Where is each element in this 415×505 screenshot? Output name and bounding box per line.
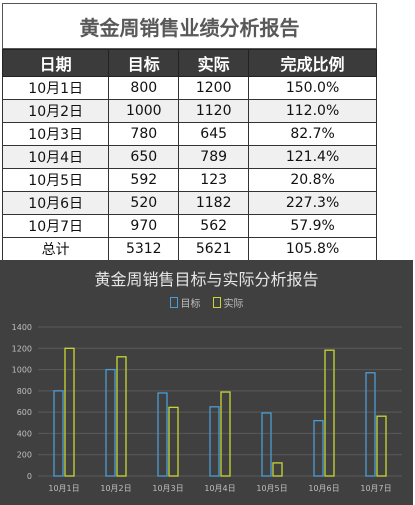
cell-actual[interactable]: 562 xyxy=(178,214,250,238)
header-date: 日期 xyxy=(1,49,110,77)
cell-ratio[interactable]: 20.8% xyxy=(248,168,377,192)
bar-target xyxy=(365,372,376,477)
x-tick-label: 10月7日 xyxy=(360,484,391,493)
header-target: 目标 xyxy=(108,49,180,77)
cell-ratio[interactable]: 57.9% xyxy=(248,214,377,238)
cell-date[interactable]: 10月6日 xyxy=(1,191,110,215)
cell-ratio[interactable]: 112.0% xyxy=(248,99,377,123)
cell-actual[interactable]: 1120 xyxy=(178,99,250,123)
bar-actual xyxy=(64,347,75,477)
chart-legend: 目标 实际 xyxy=(0,295,413,310)
cell-target[interactable]: 780 xyxy=(108,122,180,146)
x-tick-label: 10月2日 xyxy=(100,484,131,493)
cell-actual[interactable]: 645 xyxy=(178,122,250,146)
bar-target xyxy=(105,368,116,477)
bar-actual xyxy=(168,406,179,477)
legend-item-actual: 实际 xyxy=(212,295,244,310)
table-row: 10月4日 650 789 121.4% xyxy=(1,145,377,169)
x-tick-label: 10月5日 xyxy=(256,484,287,493)
cell-target[interactable]: 800 xyxy=(108,76,180,100)
table-header-row: 日期 目标 实际 完成比例 xyxy=(1,49,377,77)
cell-date[interactable]: 10月7日 xyxy=(1,214,110,238)
bar-target xyxy=(209,406,220,477)
bar-actual xyxy=(376,415,387,477)
x-tick-label: 10月6日 xyxy=(308,484,339,493)
header-ratio: 完成比例 xyxy=(248,49,377,77)
cell-total-label[interactable]: 总计 xyxy=(1,237,110,261)
header-actual: 实际 xyxy=(178,49,250,77)
table-row: 10月1日 800 1200 150.0% xyxy=(1,76,377,100)
cell-target[interactable]: 650 xyxy=(108,145,180,169)
legend-swatch-actual xyxy=(212,297,221,308)
table-row: 10月7日 970 562 57.9% xyxy=(1,214,377,238)
x-tick-label: 10月3日 xyxy=(152,484,183,493)
y-tick-label: 1000 xyxy=(12,366,32,375)
bar-target xyxy=(53,390,64,477)
x-tick-label: 10月1日 xyxy=(48,484,79,493)
bar-target xyxy=(313,420,324,477)
cell-ratio[interactable]: 121.4% xyxy=(248,145,377,169)
cell-target[interactable]: 1000 xyxy=(108,99,180,123)
legend-item-target: 目标 xyxy=(169,295,201,310)
sales-table: 日期 目标 实际 完成比例 10月1日 800 1200 150.0% 10月2… xyxy=(1,49,377,261)
y-tick-label: 0 xyxy=(27,472,32,481)
cell-date[interactable]: 10月5日 xyxy=(1,168,110,192)
chart-container[interactable]: 黄金周销售目标与实际分析报告 目标 实际 0 200 400 600 800 1000 12… xyxy=(0,260,413,505)
table-total-row: 总计 5312 5621 105.8% xyxy=(1,237,377,261)
bar-actual xyxy=(220,391,231,477)
x-tick-label: 10月4日 xyxy=(204,484,235,493)
y-tick-label: 800 xyxy=(17,387,32,396)
cell-ratio[interactable]: 150.0% xyxy=(248,76,377,100)
table-row: 10月2日 1000 1120 112.0% xyxy=(1,99,377,123)
bar-actual xyxy=(116,356,127,477)
chart-title: 黄金周销售目标与实际分析报告 xyxy=(94,270,319,289)
legend-label-actual: 实际 xyxy=(223,299,244,310)
cell-date[interactable]: 10月1日 xyxy=(1,76,110,100)
y-tick-label: 1400 xyxy=(12,323,32,332)
cell-date[interactable]: 10月2日 xyxy=(1,99,110,123)
cell-total-target[interactable]: 5312 xyxy=(108,237,180,261)
y-tick-label: 1200 xyxy=(12,344,32,353)
cell-actual[interactable]: 789 xyxy=(178,145,250,169)
cell-total-actual[interactable]: 5621 xyxy=(178,237,250,261)
legend-swatch-target xyxy=(169,297,178,308)
cell-actual[interactable]: 1182 xyxy=(178,191,250,215)
cell-target[interactable]: 520 xyxy=(108,191,180,215)
y-tick-label: 600 xyxy=(17,408,32,417)
cell-date[interactable]: 10月3日 xyxy=(1,122,110,146)
report-title: 黄金周销售业绩分析报告 xyxy=(2,3,377,49)
table-row: 10月6日 520 1182 227.3% xyxy=(1,191,377,215)
bar-actual xyxy=(272,462,283,477)
y-tick-label: 400 xyxy=(17,429,32,438)
cell-ratio[interactable]: 82.7% xyxy=(248,122,377,146)
bar-target xyxy=(157,392,168,477)
cell-target[interactable]: 970 xyxy=(108,214,180,238)
table-row: 10月5日 592 123 20.8% xyxy=(1,168,377,192)
cell-total-ratio[interactable]: 105.8% xyxy=(248,237,377,261)
bar-actual xyxy=(324,349,335,477)
cell-date[interactable]: 10月4日 xyxy=(1,145,110,169)
cell-ratio[interactable]: 227.3% xyxy=(248,191,377,215)
y-tick-label: 200 xyxy=(17,451,32,460)
legend-label-target: 目标 xyxy=(180,299,201,310)
cell-target[interactable]: 592 xyxy=(108,168,180,192)
bar-target xyxy=(261,412,272,477)
chart-plot-svg: 0 200 400 600 800 1000 1200 1400 10月1日 10月2日 10月3日… xyxy=(12,323,402,493)
cell-actual[interactable]: 1200 xyxy=(178,76,250,100)
table-row: 10月3日 780 645 82.7% xyxy=(1,122,377,146)
cell-actual[interactable]: 123 xyxy=(178,168,250,192)
